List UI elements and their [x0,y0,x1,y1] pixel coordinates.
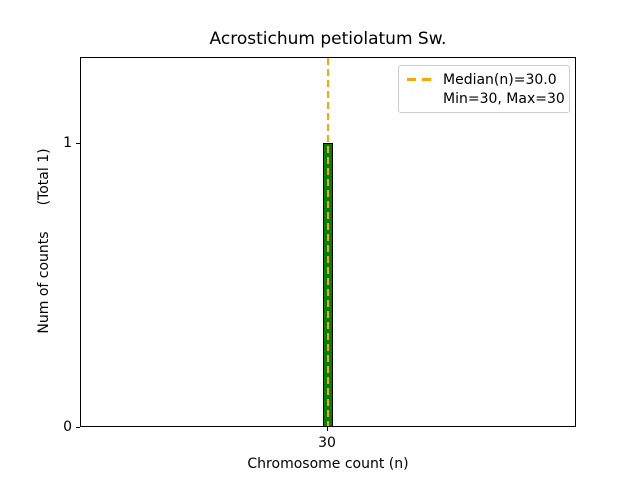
ytick-mark-1 [76,142,80,144]
legend: Median(n)=30.0 Min=30, Max=30 [398,65,570,113]
plot-area [80,57,576,427]
xtick-mark-30 [326,427,328,431]
ytick-mark-0 [76,426,80,428]
ytick-label-0: 0 [63,419,72,435]
xtick-label-30: 30 [318,435,336,451]
ytick-label-1: 1 [63,135,72,151]
yaxis-label-main: Num of counts [36,231,52,334]
xaxis-label: Chromosome count (n) [247,456,409,472]
legend-label-median: Median(n)=30.0 [443,71,557,88]
legend-label-minmax: Min=30, Max=30 [443,90,565,107]
legend-row-minmax: Min=30, Max=30 [407,89,565,108]
legend-row-median: Median(n)=30.0 [407,70,561,89]
legend-spacer [407,97,433,99]
yaxis-label-total: (Total 1) [36,148,52,206]
median-line [327,58,329,426]
chart-title: Acrostichum petiolatum Sw. [209,29,447,49]
median-dashed-line-icon [407,78,433,81]
yaxis-label: Num of counts (Total 1) [36,148,52,333]
